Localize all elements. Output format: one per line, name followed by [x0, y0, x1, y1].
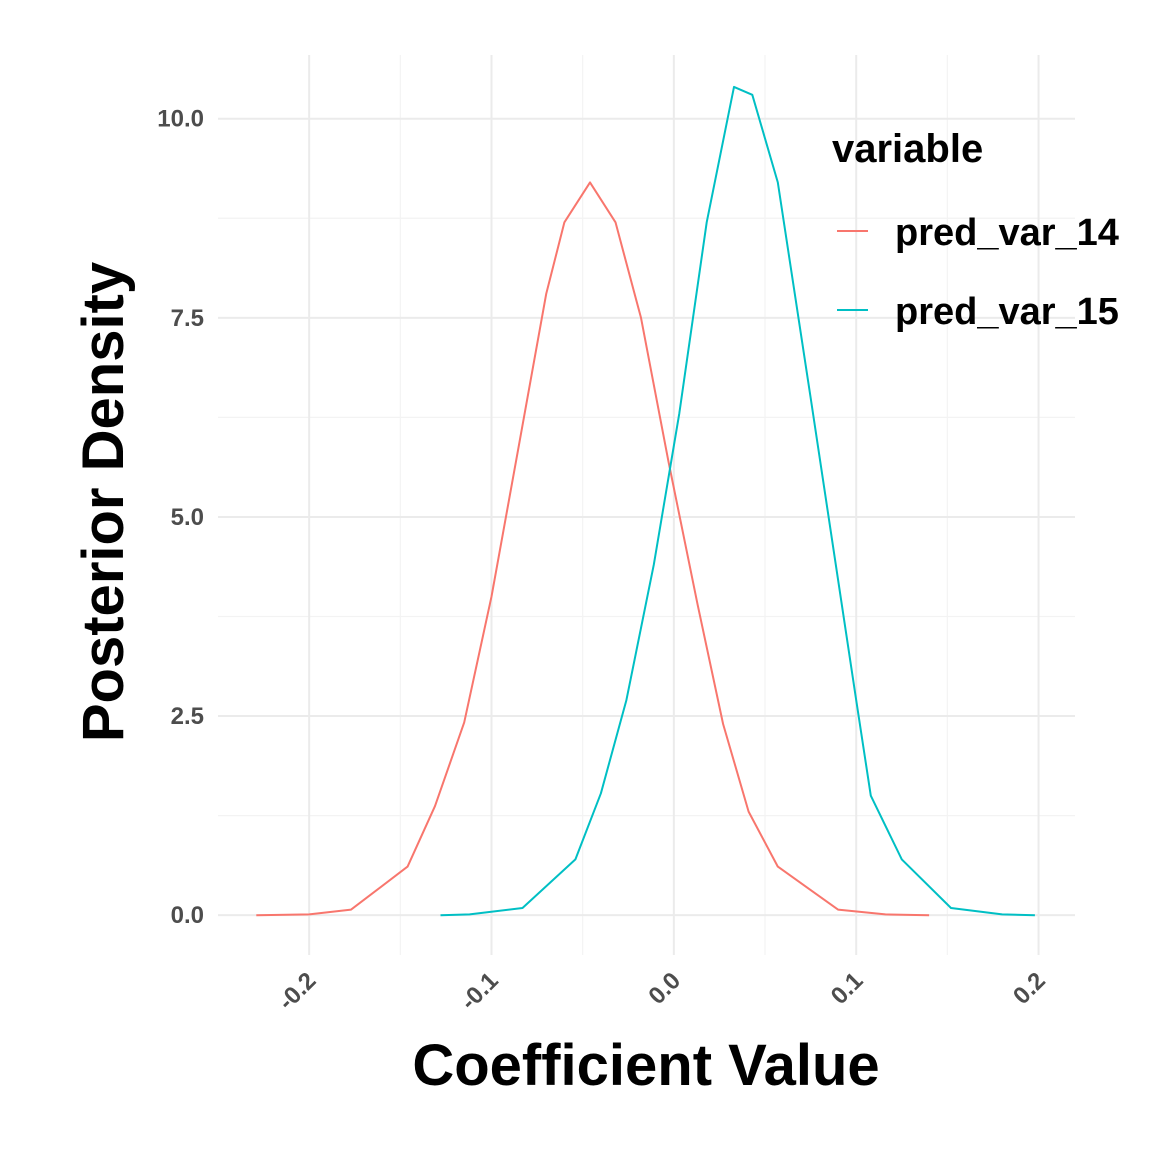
x-tick-label: -0.1 [455, 967, 503, 1015]
legend: variable pred_var_14 pred_var_15 [832, 127, 1119, 333]
y-tick-label: 0.0 [171, 902, 204, 929]
grid-lines [218, 55, 1075, 955]
x-tick-label: -0.2 [273, 967, 321, 1015]
series-line-pred_var_15 [440, 85, 1035, 917]
y-tick-label: 10.0 [157, 106, 204, 133]
x-tick-label: 0.0 [643, 967, 686, 1010]
y-axis-title: Posterior Density [71, 262, 136, 742]
legend-title: variable [832, 127, 983, 171]
y-tick-labels: 0.0 2.5 5.0 7.5 10.0 [157, 106, 204, 929]
legend-label: pred_var_14 [895, 212, 1119, 254]
series-line-pred_var_14 [256, 181, 930, 917]
y-tick-label: 5.0 [171, 504, 204, 531]
x-tick-label: 0.2 [1008, 967, 1051, 1010]
x-tick-label: 0.1 [826, 967, 869, 1010]
y-tick-label: 2.5 [171, 703, 204, 730]
x-axis-title: Coefficient Value [412, 1033, 879, 1098]
legend-entries: pred_var_14 pred_var_15 [837, 212, 1119, 333]
x-tick-labels: -0.2 -0.1 0.0 0.1 0.2 [273, 967, 1051, 1015]
y-tick-label: 7.5 [171, 305, 204, 332]
legend-label: pred_var_15 [895, 291, 1119, 333]
series-lines [256, 85, 1035, 917]
